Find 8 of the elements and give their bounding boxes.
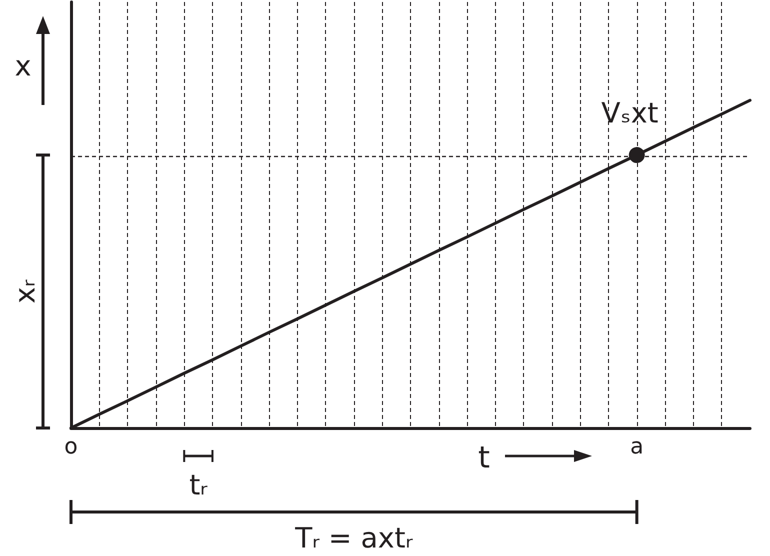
x-tick-label: o (64, 434, 78, 460)
text: xᵣ (8, 278, 42, 304)
x-axis-title: t (478, 440, 490, 476)
x-tick-label: a (630, 434, 644, 460)
annotation: Vₛxt (601, 96, 658, 130)
text: tᵣ (189, 468, 208, 502)
text: Tᵣ = axtᵣ (294, 522, 414, 554)
y-axis-title: x (14, 50, 32, 82)
